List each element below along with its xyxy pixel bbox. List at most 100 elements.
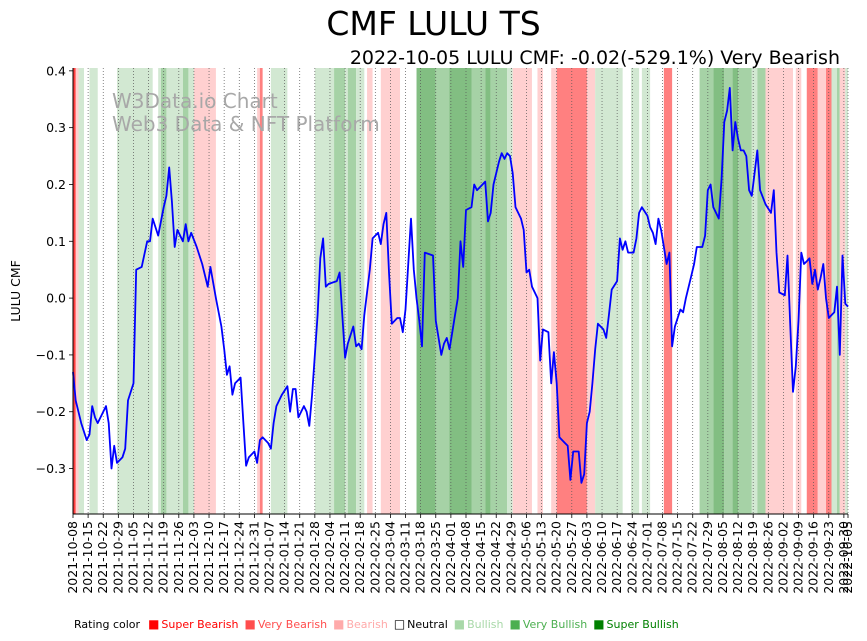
rating-band [806,68,818,514]
x-tick-label: 2022-08-26 [760,521,775,594]
rating-band [314,68,335,514]
rating-band [595,68,623,514]
legend-swatch: ■ [333,617,345,631]
x-tick-label: 2021-11-26 [171,521,186,594]
legend-swatch: ■ [148,617,160,631]
legend-swatch: ■ [509,617,521,631]
y-tick-label: 0.1 [46,234,66,249]
x-tick-label: 2021-11-05 [125,521,140,594]
rating-band [193,68,216,514]
x-tick-label: 2021-12-03 [186,521,201,594]
legend-label: Super Bearish [161,617,239,631]
axes: 2021-10-08 2021-10-15 2021-10-22 2021-10-29… [8,63,855,593]
rating-band [732,68,739,514]
x-tick-label: 2022-06-24 [624,521,639,594]
legend-item-very-bullish: ■ Very Bullish [510,617,588,631]
rating-band [551,68,557,514]
y-tick-label: −0.1 [36,347,66,362]
x-tick-label: 2022-05-06 [518,521,533,594]
legend-label: Neutral [407,617,448,631]
legend-swatch: □ [393,617,406,631]
x-tick-label: 2022-02-04 [322,521,337,594]
legend-item-bearish: ■ Bearish [333,617,388,631]
legend-label: Bullish [467,617,504,631]
y-tick-label: 0.4 [46,63,66,78]
x-tick-label: 2021-10-15 [80,521,95,594]
x-tick-label: 2021-11-12 [141,521,156,594]
x-tick-label: 2022-04-29 [503,521,518,594]
x-tick-label: 2022-07-01 [639,521,654,594]
x-tick-label: 2022-08-12 [730,521,745,594]
rating-band [259,68,263,514]
x-tick-label: 2022-03-25 [428,521,443,594]
x-tick-label: 2022-08-19 [745,521,760,594]
x-tick-label: 2022-07-08 [654,521,669,594]
x-tick-label: 2022-07-15 [670,521,685,594]
x-tick-label: 2022-09-30 [836,521,851,594]
x-tick-label: 2022-03-04 [382,521,397,594]
series-layer [72,87,849,484]
rating-band [630,68,640,514]
legend-item-neutral: □ Neutral [394,617,448,631]
rating-band [699,68,714,514]
x-tick-label: 2022-08-05 [715,521,730,594]
x-tick-label: 2021-12-31 [246,521,261,594]
x-tick-label: 2022-04-15 [473,521,488,594]
rating-band [158,68,161,514]
y-tick-label: −0.2 [36,404,66,419]
x-tick-label: 2021-10-08 [65,521,80,594]
rating-band [507,68,513,514]
x-tick-label: 2022-03-18 [413,521,428,594]
y-tick-label: 0.3 [46,120,66,135]
rating-band [724,68,733,514]
rating-band [367,68,373,514]
x-tick-label: 2022-04-08 [458,521,473,594]
legend-swatch: ■ [593,617,605,631]
x-tick-label: 2022-04-22 [488,521,503,594]
x-tick-label: 2022-09-02 [775,521,790,594]
rating-band [831,68,838,514]
y-tick-label: 0.0 [46,291,66,306]
rating-band [512,68,532,514]
watermark: W3Data.io Chart Web3 Data & NFT Platform [112,90,380,136]
x-tick-label: 2022-09-09 [791,521,806,594]
rating-band [435,68,450,514]
rating-band [334,68,346,514]
legend-item-bullish: ■ Bullish [454,617,504,631]
rating-band [347,68,357,514]
rating-band [641,68,651,514]
rating-band [471,68,486,514]
legend-item-very-bearish: ■ Very Bearish [244,617,327,631]
x-tick-label: 2022-01-14 [277,521,292,594]
x-tick-label: 2022-09-23 [821,521,836,594]
rating-band [73,68,76,514]
x-tick-label: 2021-12-24 [231,521,246,594]
y-tick-label: −0.3 [36,461,66,476]
cmf-series-line [72,87,849,484]
x-tick-label: 2022-02-25 [367,521,382,594]
rating-legend: Rating color ■ Super Bearish ■ Very Bearis… [74,617,685,631]
rating-band [188,68,194,514]
rating-band [713,68,725,514]
legend-item-super-bearish: ■ Super Bearish [148,617,238,631]
rating-band [839,68,846,514]
x-tick-label: 2022-06-10 [594,521,609,594]
x-tick-label: 2022-01-28 [307,521,322,594]
rating-band [89,68,98,514]
rating-band [490,68,508,514]
rating-band [416,68,436,514]
x-tick-label: 2022-05-20 [549,521,564,594]
legend-label: Super Bullish [606,617,679,631]
chart-title: CMF LULU TS [326,4,541,43]
x-tick-label: 2022-07-22 [685,521,700,594]
legend-label: Bearish [346,617,388,631]
x-tick-label: 2021-10-29 [110,521,125,594]
rating-band [182,68,189,514]
rating-band [663,68,673,514]
x-tick-label: 2022-01-21 [292,521,307,594]
watermark-line-2: Web3 Data & NFT Platform [112,112,380,136]
x-tick-label: 2022-06-03 [579,521,594,594]
x-tick-label: 2022-05-27 [564,521,579,594]
rating-band [738,68,752,514]
